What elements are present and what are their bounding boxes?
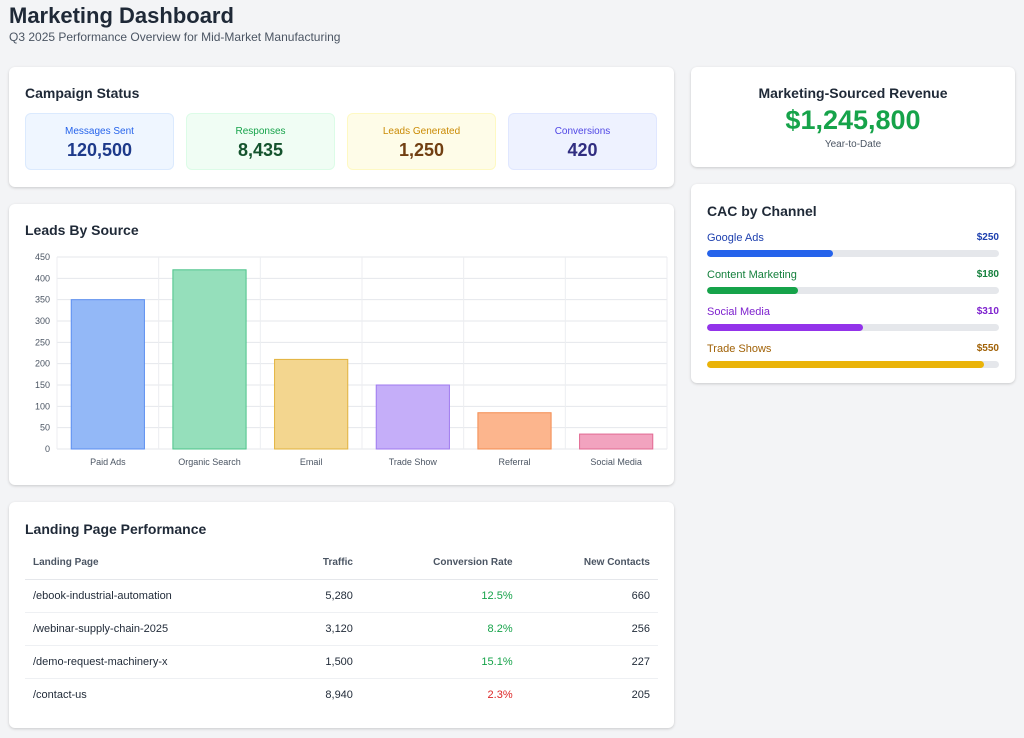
bar-email [274, 358, 349, 450]
stat-leads-generated: Leads Generated 1,250 [347, 113, 496, 170]
stat-responses: Responses 8,435 [186, 113, 335, 170]
landing-table-title: Landing Page Performance [25, 521, 207, 537]
y-tick-label: 100 [35, 401, 50, 411]
cac-bar-fill [707, 250, 833, 257]
x-tick-label: Paid Ads [90, 457, 126, 467]
cell-page: /contact-us [33, 688, 87, 701]
col-new-contacts[interactable]: New Contacts [520, 547, 658, 580]
x-tick-label: Referral [498, 457, 530, 467]
table-row[interactable]: /ebook-industrial-automation 5,280 12.5%… [25, 579, 658, 613]
cac-bar-fill [707, 361, 984, 368]
stat-label: Conversions [554, 126, 611, 137]
bar-paid-ads [70, 299, 145, 450]
cac-row-google-ads: Google Ads $250 [707, 232, 999, 262]
cell-contacts: 205 [631, 688, 650, 701]
revenue-period: Year-to-Date [824, 139, 882, 150]
cell-page: /ebook-industrial-automation [25, 579, 284, 613]
cell-page: /webinar-supply-chain-2025 [25, 612, 284, 646]
table-header-row: Landing Page Traffic Conversion Rate New… [25, 547, 658, 580]
stat-conversions: Conversions 420 [508, 113, 657, 170]
cell-traffic: 5,280 [283, 579, 361, 613]
bar-organic-search [172, 269, 247, 450]
cac-channel-name: Content Marketing [707, 269, 797, 281]
cell-traffic: 1,500 [283, 645, 361, 679]
revenue-title: Marketing-Sourced Revenue [758, 85, 948, 101]
col-landing-page[interactable]: Landing Page [25, 547, 284, 580]
leads-by-source-card: Leads By Source 0 50 100 150 200 250 300 350 400… [9, 204, 674, 485]
table-row[interactable]: /contact-us 8,940 2.3% 205 [25, 678, 658, 711]
y-tick-label: 200 [35, 359, 50, 369]
cac-row-social-media: Social Media $310 [707, 306, 999, 336]
stat-value: 420 [567, 140, 598, 160]
cac-bar-track [707, 324, 999, 331]
page-title: Marketing Dashboard [9, 3, 234, 28]
landing-table: Landing Page Traffic Conversion Rate New… [25, 547, 658, 711]
y-tick-label: 450 [35, 252, 50, 262]
col-conversion-rate[interactable]: Conversion Rate [360, 547, 521, 580]
x-tick-label: Organic Search [178, 457, 241, 467]
cac-title: CAC by Channel [707, 203, 817, 219]
revenue-card: Marketing-Sourced Revenue $1,245,800 Yea… [691, 67, 1015, 167]
cac-channel-name: Trade Shows [707, 343, 772, 355]
table-row[interactable]: /webinar-supply-chain-2025 3,120 8.2% 25… [25, 612, 658, 646]
cac-bar-track [707, 250, 999, 257]
cell-rate: 2.3% [487, 688, 513, 701]
stat-value: 120,500 [66, 140, 133, 160]
cell-page: /demo-request-machinery-x [25, 645, 284, 679]
stat-value: 8,435 [237, 140, 284, 160]
cac-bar-fill [707, 324, 864, 331]
stat-label: Messages Sent [65, 126, 134, 137]
cell-traffic: 3,120 [283, 612, 361, 646]
bar-trade-show [375, 384, 450, 450]
stat-value: 1,250 [398, 140, 445, 160]
leads-bar-chart: 0 50 100 150 200 250 300 350 400 450 Paid Ads Organ… [35, 252, 668, 467]
stat-label: Leads Generated [382, 126, 461, 137]
y-tick-label: 350 [35, 295, 50, 305]
cac-bar-track [707, 361, 999, 368]
page-subtitle: Q3 2025 Performance Overview for Mid-Mar… [9, 30, 341, 44]
y-tick-label: 250 [35, 337, 50, 347]
cac-amount: $310 [976, 306, 999, 317]
cell-contacts: 256 [520, 612, 658, 646]
table-row[interactable]: /demo-request-machinery-x 1,500 15.1% 22… [25, 645, 658, 679]
cell-contacts: 227 [520, 645, 658, 679]
y-tick-label: 400 [35, 273, 50, 283]
cell-contacts: 660 [520, 579, 658, 613]
cac-amount: $550 [976, 343, 999, 354]
y-tick-label: 0 [45, 444, 50, 454]
y-tick-label: 150 [35, 380, 50, 390]
bar-social-media [579, 433, 654, 450]
cell-rate: 15.1% [360, 645, 521, 679]
x-tick-label: Email [300, 457, 323, 467]
cac-row-content-marketing: Content Marketing $180 [707, 269, 999, 299]
x-tick-label: Trade Show [389, 457, 438, 467]
col-traffic[interactable]: Traffic [283, 547, 361, 580]
cell-rate: 8.2% [360, 612, 521, 646]
cell-rate: 12.5% [360, 579, 521, 613]
stat-messages-sent: Messages Sent 120,500 [25, 113, 174, 170]
cac-bar-fill [707, 287, 798, 294]
landing-page-performance-card: Landing Page Performance Landing Page Tr… [9, 502, 674, 728]
campaign-status-title: Campaign Status [25, 85, 140, 101]
cac-channel-name: Social Media [707, 306, 770, 318]
bar-referral [477, 412, 552, 450]
cac-bar-track [707, 287, 999, 294]
cell-traffic: 8,940 [325, 688, 353, 701]
x-tick-label: Social Media [590, 457, 642, 467]
revenue-value: $1,245,800 [785, 105, 921, 135]
campaign-status-card: Campaign Status Messages Sent 120,500 Re… [9, 67, 674, 187]
cac-amount: $250 [976, 232, 999, 243]
cac-channel-name: Google Ads [707, 232, 764, 244]
y-tick-label: 50 [40, 423, 50, 433]
cac-row-trade-shows: Trade Shows $550 [707, 343, 999, 373]
cac-amount: $180 [976, 269, 999, 280]
stat-label: Responses [235, 126, 286, 137]
cac-by-channel-card: CAC by Channel Google Ads $250 Content M… [691, 184, 1015, 383]
chart-title: Leads By Source [25, 222, 139, 238]
y-tick-label: 300 [35, 316, 50, 326]
